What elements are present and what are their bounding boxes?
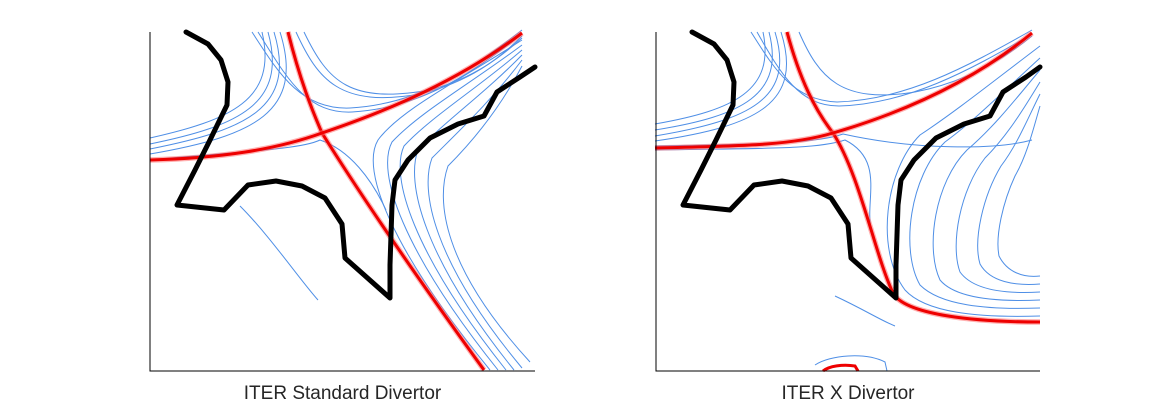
first-wall	[680, 29, 1043, 301]
axes-frame	[149, 32, 535, 372]
flux-surfaces	[149, 29, 531, 371]
caption-standard-divertor: ITER Standard Divertor	[243, 383, 442, 404]
first-wall	[174, 29, 538, 301]
axes-frame	[655, 32, 1040, 372]
separatrix	[654, 30, 1041, 373]
flux-surfaces	[654, 29, 1041, 372]
plot-standard-divertor	[149, 29, 538, 372]
panel-x-divertor: ITER X Divertor	[575, 0, 1150, 416]
plot-x-divertor	[654, 29, 1043, 373]
panel-standard-divertor: ITER Standard Divertor	[149, 29, 538, 404]
caption-x-divertor: ITER X Divertor	[781, 383, 915, 404]
separatrix	[149, 30, 524, 372]
